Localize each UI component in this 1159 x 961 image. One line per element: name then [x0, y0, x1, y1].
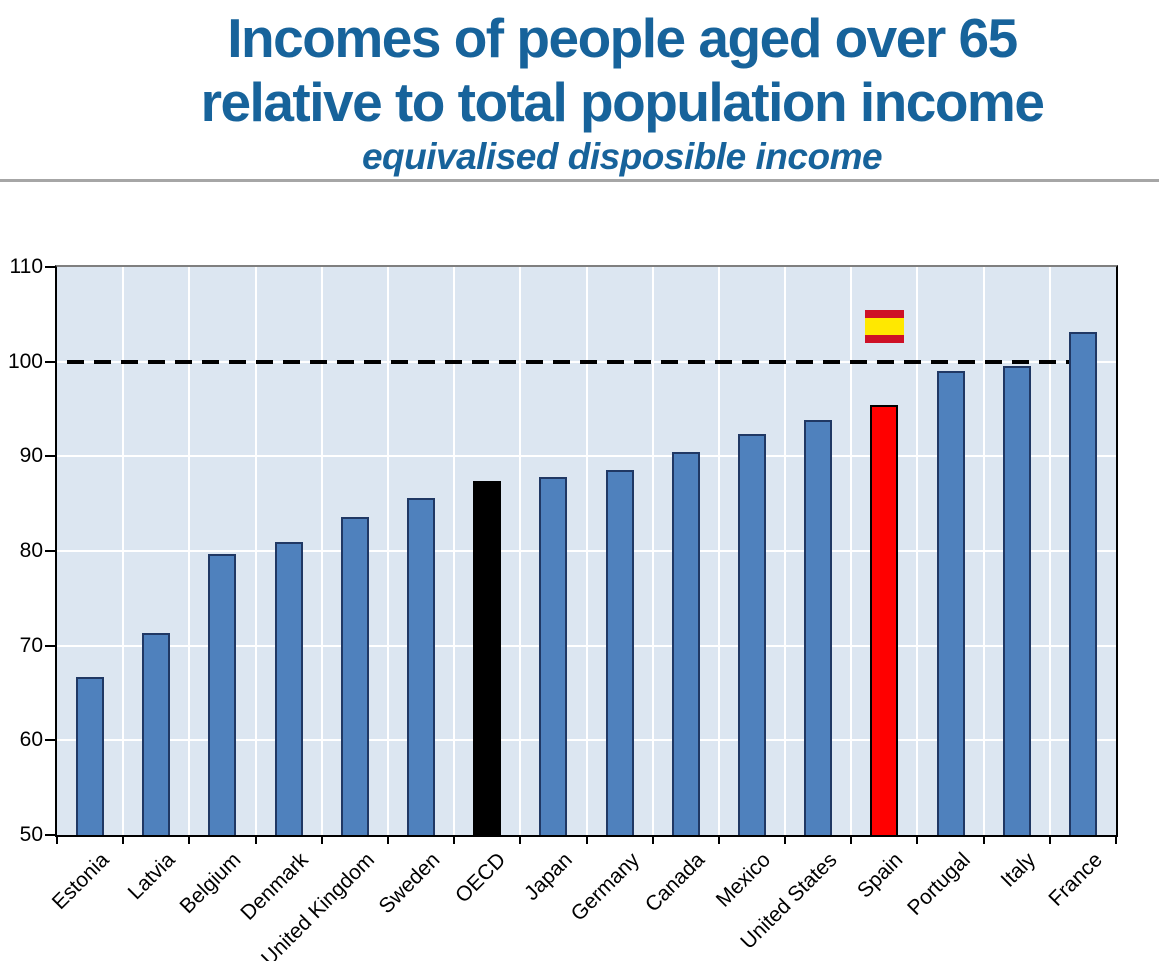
bar-mexico	[738, 434, 766, 835]
x-axis-label-italy: Italy	[997, 848, 1041, 892]
bar-denmark	[275, 542, 303, 835]
x-axis-label-japan: Japan	[519, 848, 577, 906]
x-axis-tick-6	[453, 837, 455, 844]
y-axis-tick-70	[45, 645, 55, 647]
x-axis-label-germany: Germany	[566, 848, 644, 926]
x-axis-tick-14	[983, 837, 985, 844]
x-axis-label-mexico: Mexico	[712, 848, 776, 912]
y-axis-label-50: 50	[19, 823, 43, 846]
x-gridline-11	[784, 267, 787, 835]
x-axis-tick-13	[916, 837, 918, 844]
x-axis-tick-7	[519, 837, 521, 844]
x-gridline-2	[188, 267, 191, 835]
x-axis-tick-1	[122, 837, 124, 844]
x-axis-tick-3	[255, 837, 257, 844]
x-gridline-14	[982, 267, 985, 835]
x-gridline-5	[386, 267, 389, 835]
x-axis-tick-5	[387, 837, 389, 844]
y-axis-label-90: 90	[19, 444, 43, 467]
bar-belgium	[208, 554, 236, 835]
x-axis-label-oecd: OECD	[451, 848, 511, 908]
x-axis-label-portugal: Portugal	[902, 848, 975, 920]
y-axis-tick-90	[45, 455, 55, 457]
chart-title-line-1: Incomes of people aged over 65	[227, 7, 1018, 69]
chart-title-line-2: relative to total population income	[200, 71, 1045, 133]
y-axis-tick-100	[45, 361, 55, 363]
x-gridline-4	[320, 267, 323, 835]
x-axis-label-estonia: Estonia	[47, 848, 114, 915]
bar-estonia	[76, 677, 104, 835]
x-gridline-9	[651, 267, 654, 835]
x-gridline-12	[850, 267, 853, 835]
x-gridline-7	[519, 267, 522, 835]
y-axis-label-80: 80	[19, 539, 43, 562]
x-axis-tick-12	[850, 837, 852, 844]
y-axis-label-110: 110	[9, 255, 43, 278]
spain-flag-icon	[865, 310, 904, 343]
y-axis-tick-60	[45, 739, 55, 741]
bar-portugal	[937, 371, 965, 835]
bar-united-kingdom	[341, 517, 369, 835]
bar-united-states	[804, 420, 832, 835]
y-axis-tick-50	[45, 834, 55, 836]
bar-spain	[870, 405, 898, 835]
x-axis-label-spain: Spain	[853, 848, 908, 903]
x-axis-label-sweden: Sweden	[374, 848, 445, 919]
x-gridline-8	[585, 267, 588, 835]
bar-oecd	[473, 481, 501, 835]
bar-japan	[539, 477, 567, 835]
chart-header: Incomes of people aged over 65 relative …	[85, 6, 1159, 178]
x-axis-tick-8	[586, 837, 588, 844]
y-axis-label-100: 100	[7, 350, 43, 373]
x-axis-label-france: France	[1044, 848, 1107, 911]
x-axis-tick-10	[718, 837, 720, 844]
x-axis-tick-2	[188, 837, 190, 844]
plot-area	[55, 265, 1118, 837]
x-gridline-13	[916, 267, 919, 835]
bar-italy	[1003, 366, 1031, 835]
x-axis-label-canada: Canada	[641, 848, 710, 917]
y-axis-label-70: 70	[19, 634, 43, 657]
header-divider-line	[0, 179, 1159, 182]
x-gridline-1	[122, 267, 125, 835]
reference-line-100	[67, 359, 1069, 364]
bar-sweden	[407, 498, 435, 835]
x-gridline-10	[717, 267, 720, 835]
bar-canada	[672, 452, 700, 835]
y-axis-tick-80	[45, 550, 55, 552]
x-axis-tick-0	[56, 837, 58, 844]
bar-germany	[606, 470, 634, 835]
x-axis-tick-15	[1049, 837, 1051, 844]
x-gridline-15	[1048, 267, 1051, 835]
x-axis-tick-11	[784, 837, 786, 844]
y-axis-tick-110	[45, 266, 55, 268]
x-gridline-3	[254, 267, 257, 835]
x-axis-tick-9	[652, 837, 654, 844]
x-axis-tick-4	[321, 837, 323, 844]
y-axis-label-60: 60	[19, 728, 43, 751]
x-axis-tick-16	[1115, 837, 1117, 844]
bar-france	[1069, 332, 1097, 835]
x-axis-label-latvia: Latvia	[123, 848, 180, 905]
x-axis-label-united-kingdom: United Kingdom	[256, 848, 379, 961]
bar-latvia	[142, 633, 170, 835]
chart-subtitle: equivalised disposible income	[361, 136, 883, 177]
x-gridline-6	[453, 267, 456, 835]
